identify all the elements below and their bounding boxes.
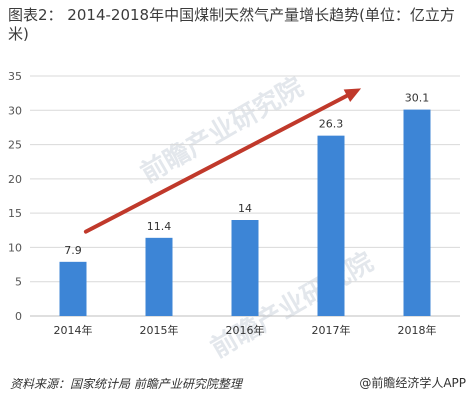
y-tick-label: 5 [15,276,22,289]
bar [231,220,259,316]
source-note: 资料来源：国家统计局 前瞻产业研究院整理 [10,377,242,391]
y-tick-label: 10 [8,241,22,254]
x-tick-label: 2015年 [140,323,179,337]
x-tick-label: 2016年 [226,323,265,337]
y-tick-label: 35 [8,70,22,83]
x-tick-label: 2017年 [312,323,351,337]
bar [145,237,173,316]
x-tick-label: 2014年 [54,323,93,337]
bar [403,109,431,316]
x-tick-label: 2018年 [398,323,437,337]
x-axis: 2014年 2015年 2016年 2017年 2018年 [54,323,437,337]
y-tick-label: 25 [8,139,22,152]
bar [317,135,345,316]
data-label: 26.3 [319,118,344,131]
y-tick-label: 30 [8,104,22,117]
y-axis: 0 5 10 15 20 25 30 35 [8,70,22,323]
trend-arrow-head [343,88,362,102]
trend-arrow-shaft [83,93,349,234]
bars [59,109,431,316]
data-labels: 7.9 11.4 14 26.3 30.1 [64,92,429,257]
grid-lines [30,75,460,317]
brand-credit: @前瞻经济学人APP [359,376,466,390]
y-tick-label: 20 [8,173,22,186]
data-label: 7.9 [64,244,82,257]
y-tick-label: 0 [15,310,22,323]
trend-arrow [83,88,362,234]
data-label: 11.4 [147,220,172,233]
data-label: 14 [238,202,252,215]
bar [59,261,87,316]
data-label: 30.1 [405,92,430,105]
y-tick-label: 15 [8,207,22,220]
chart-title: 图表2： 2014-2018年中国煤制天然气产量增长趋势(单位：亿立方米) [8,6,455,43]
